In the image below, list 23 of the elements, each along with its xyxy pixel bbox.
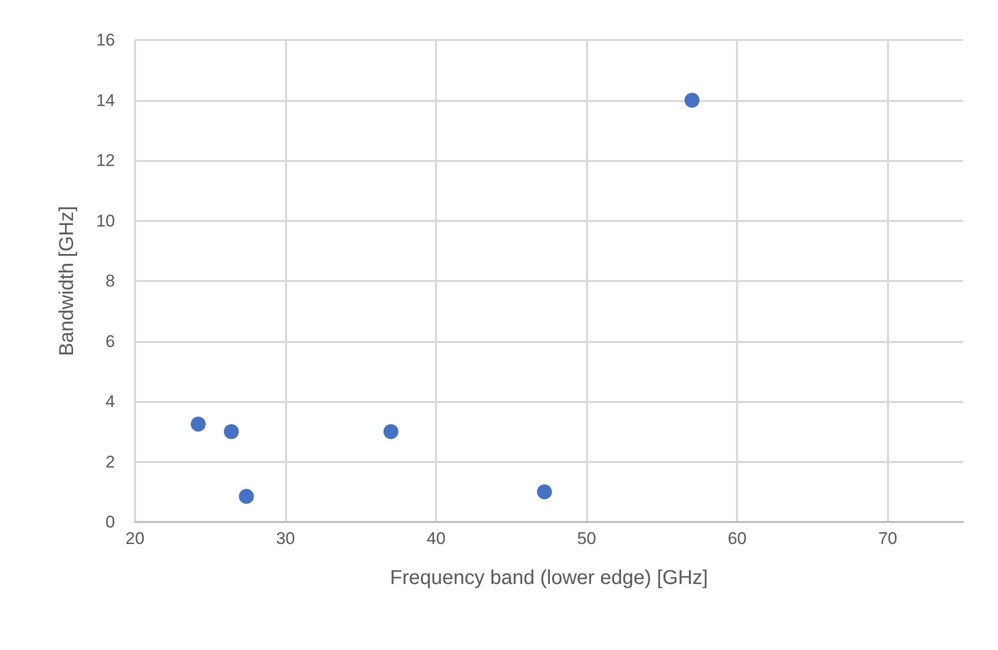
point [684,92,700,108]
y-tick-label: 16 [96,30,115,50]
x-axis-title: Frequency band (lower edge) [GHz] [390,567,708,589]
point [190,416,206,432]
y-axis-title: Bandwidth [GHz] [56,206,78,356]
point [383,424,398,440]
point [537,484,552,500]
y-tick-label: 0 [106,512,115,532]
y-tick-label: 12 [96,151,115,170]
point [238,488,254,504]
x-tick-label: 50 [577,529,596,548]
y-tick-label: 8 [106,272,115,290]
x-tick-label: 60 [728,529,747,548]
x-tick-label: 40 [426,529,446,548]
point [224,424,239,440]
y-tick-label: 14 [96,90,115,110]
x-tick-label: 20 [126,529,144,548]
x-tick-label: 70 [878,529,898,548]
y-tick-label: 2 [106,452,115,472]
x-tick-label: 30 [276,529,296,548]
y-tick-label: 6 [106,332,115,351]
y-tick-label: 10 [96,211,115,230]
y-tick-label: 4 [106,392,115,411]
